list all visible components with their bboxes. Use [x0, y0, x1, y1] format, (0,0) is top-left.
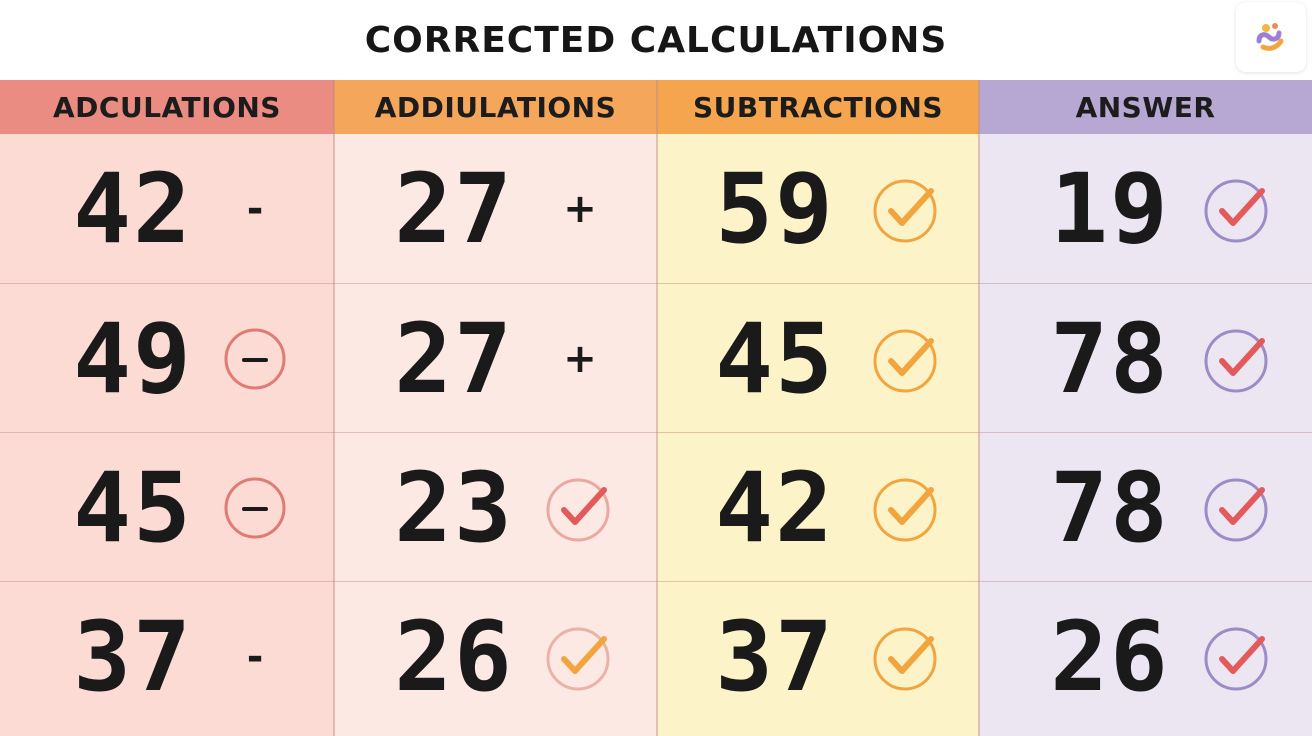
cell-symbol: + — [540, 134, 620, 283]
app-logo-button[interactable] — [1236, 2, 1306, 72]
cell-symbol — [867, 582, 947, 731]
cell-value: 23 — [394, 451, 514, 564]
cell-symbol — [867, 284, 947, 433]
cell-value: 19 — [1050, 152, 1170, 265]
cell-symbol: - — [215, 134, 295, 283]
cell-value: 26 — [394, 600, 514, 713]
title-bar: CORRECTED CALCULATIONS — [0, 0, 1312, 81]
cell-value: 27 — [394, 152, 514, 265]
table-cell: 19 — [979, 134, 1312, 283]
cell-value: 45 — [73, 451, 193, 564]
cell-value: 78 — [1050, 451, 1170, 564]
plus-sign: + — [563, 335, 597, 382]
cell-value: 27 — [394, 302, 514, 415]
page-title: CORRECTED CALCULATIONS — [364, 19, 948, 61]
check-circle-icon — [1204, 179, 1268, 242]
table-cell: 26 — [979, 581, 1312, 730]
cell-symbol — [867, 134, 947, 283]
table-cell: 45 — [657, 283, 979, 432]
table-column: ANSWER 19 78 78 26 — [979, 80, 1312, 736]
check-circle-icon — [546, 627, 610, 690]
check-circle-icon — [1204, 627, 1268, 690]
minus-sign: - — [246, 185, 264, 232]
cell-value: 45 — [715, 302, 835, 415]
app-logo-icon — [1256, 23, 1284, 51]
column-header: ANSWER — [979, 80, 1312, 134]
cell-symbol — [215, 433, 295, 582]
cell-symbol — [1198, 284, 1278, 433]
table-cell: 78 — [979, 432, 1312, 581]
table-cell: 23 — [334, 432, 657, 581]
cell-symbol: - — [215, 582, 295, 731]
table-column: ADDIULATIONS 27 +27 +23 26 — [334, 80, 657, 736]
cell-value: 49 — [73, 302, 193, 415]
column-header: ADCULATIONS — [0, 80, 334, 134]
table-cell: 49 — [0, 283, 334, 432]
table-cell: 42 - — [0, 134, 334, 283]
table-cell: 59 — [657, 134, 979, 283]
cell-value: 26 — [1050, 600, 1170, 713]
cell-symbol — [1198, 582, 1278, 731]
minus-circle-icon — [224, 477, 286, 538]
table-cell: 26 — [334, 581, 657, 730]
plus-sign: + — [563, 185, 597, 232]
cell-value: 42 — [715, 451, 835, 564]
table-column: SUBTRACTIONS 59 45 42 37 — [657, 80, 979, 736]
table-cell: 27 + — [334, 283, 657, 432]
check-circle-icon — [873, 627, 937, 690]
table-cell: 78 — [979, 283, 1312, 432]
cell-value: 37 — [715, 600, 835, 713]
check-circle-icon — [546, 478, 610, 541]
check-circle-icon — [873, 478, 937, 541]
check-circle-icon — [1204, 478, 1268, 541]
cell-symbol — [540, 433, 620, 582]
check-circle-icon — [873, 179, 937, 242]
cell-value: 42 — [73, 152, 193, 265]
column-divider — [333, 80, 335, 736]
cell-symbol — [1198, 134, 1278, 283]
table-cell: 37 - — [0, 581, 334, 730]
cell-symbol — [540, 582, 620, 731]
column-divider — [656, 80, 658, 736]
check-circle-icon — [1204, 329, 1268, 392]
cell-symbol — [1198, 433, 1278, 582]
check-circle-icon — [873, 329, 937, 392]
table-column: ADCULATIONS 42 - 49 45 37 - — [0, 80, 334, 736]
cell-symbol — [215, 284, 295, 433]
calculation-table: ADCULATIONS 42 - 49 45 37 - ADDIULATIONS 27 +27 +2… — [0, 80, 1312, 736]
column-divider — [978, 80, 980, 736]
cell-symbol: + — [540, 284, 620, 433]
column-header: ADDIULATIONS — [334, 80, 657, 134]
cell-value: 78 — [1050, 302, 1170, 415]
cell-symbol — [867, 433, 947, 582]
minus-sign: - — [246, 633, 264, 680]
cell-value: 59 — [715, 152, 835, 265]
cell-value: 37 — [73, 600, 193, 713]
table-cell: 27 + — [334, 134, 657, 283]
table-cell: 42 — [657, 432, 979, 581]
table-cell: 45 — [0, 432, 334, 581]
table-cell: 37 — [657, 581, 979, 730]
column-header: SUBTRACTIONS — [657, 80, 979, 134]
minus-circle-icon — [224, 328, 286, 389]
